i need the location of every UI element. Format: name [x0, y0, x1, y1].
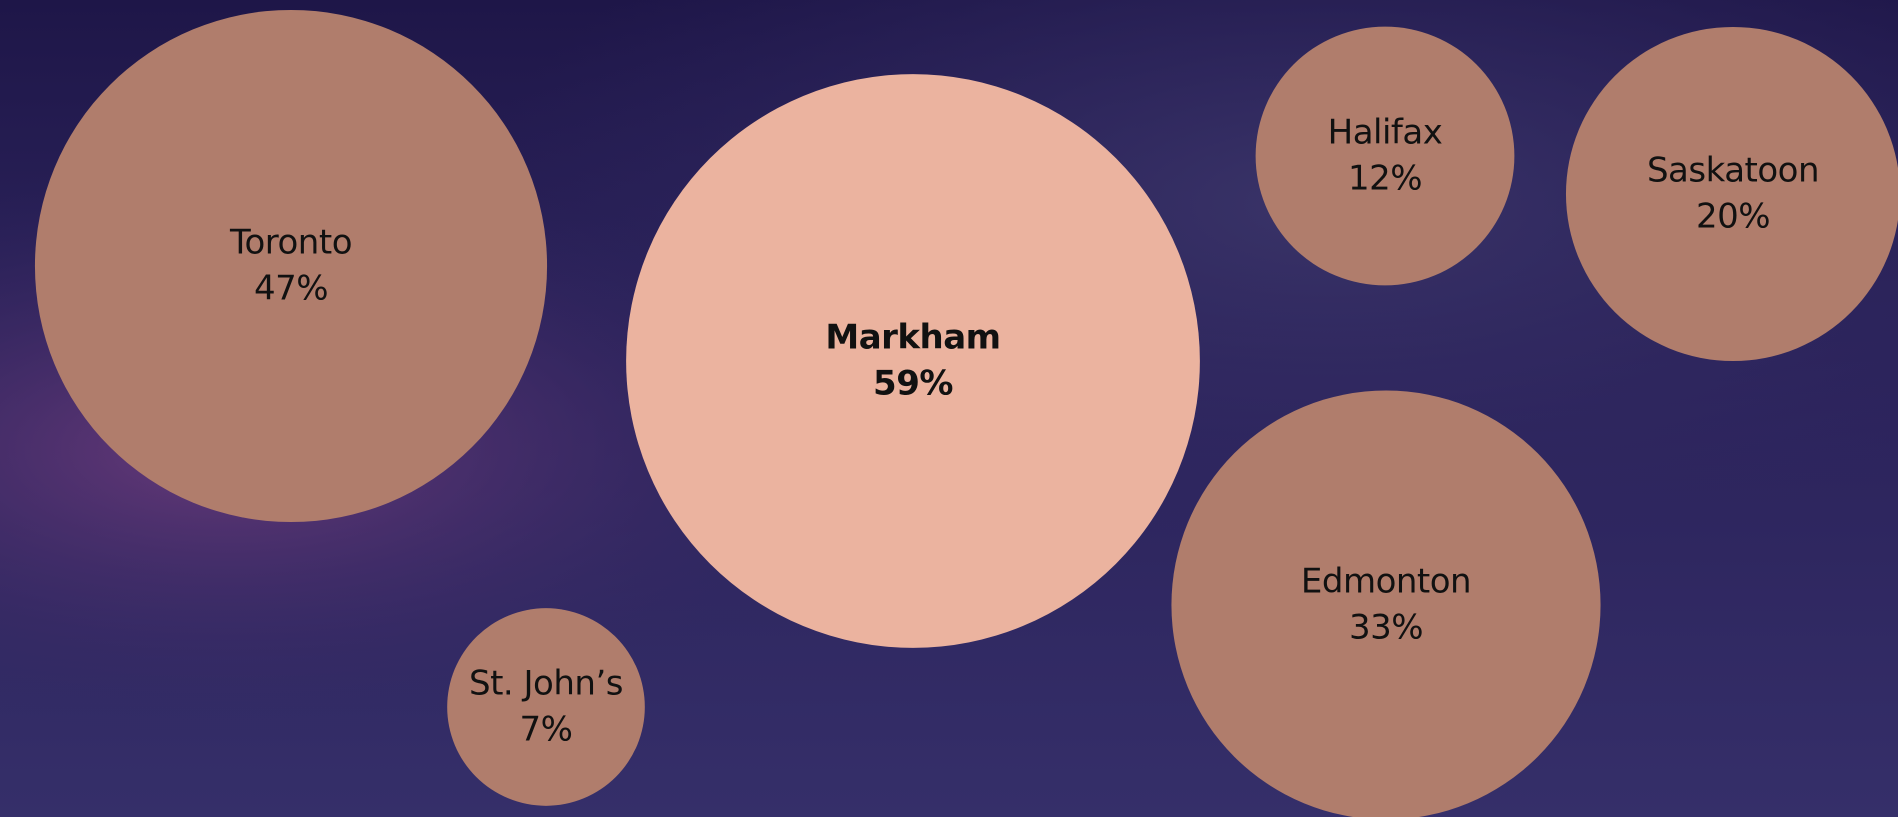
bubble [34, 9, 548, 523]
bubble-name: St. John’s [469, 664, 623, 704]
bubble [626, 74, 1200, 648]
bubble-name: Halifax [1328, 113, 1443, 153]
bubble-name: Toronto [229, 223, 352, 263]
bubble-value: 47% [254, 269, 328, 309]
bubble [447, 608, 645, 806]
bubble-value: 33% [1349, 608, 1423, 648]
bubble-value: 20% [1696, 197, 1770, 237]
bubble [1255, 26, 1515, 286]
bubble-name: Edmonton [1301, 562, 1471, 602]
bubble-value: 7% [520, 710, 573, 750]
bubble-value: 12% [1348, 159, 1422, 199]
bubble-value: 59% [873, 364, 953, 404]
bubble-name: Markham [825, 318, 1000, 358]
bubble [1171, 390, 1601, 817]
bubble-name: Saskatoon [1647, 151, 1819, 191]
bubble [1566, 27, 1898, 361]
